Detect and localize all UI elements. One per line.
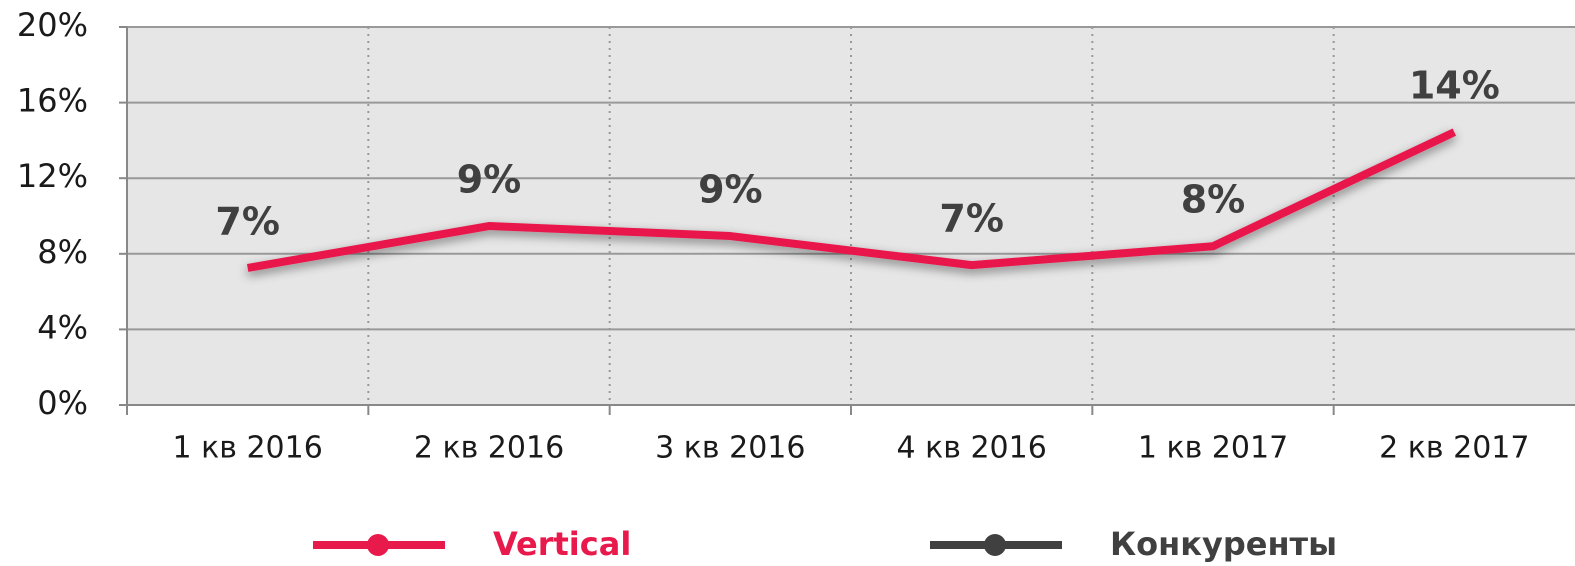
data-label: 7% — [215, 199, 280, 243]
y-tick-label: 12% — [17, 157, 88, 195]
x-tick-label: 2 кв 2017 — [1379, 431, 1529, 466]
y-tick-label: 8% — [37, 233, 88, 271]
legend-label: Vertical — [493, 525, 631, 563]
data-label: 7% — [939, 197, 1004, 241]
x-tick-label: 1 кв 2016 — [173, 431, 323, 466]
x-tick-label: 4 кв 2016 — [897, 431, 1047, 466]
x-tick-label: 1 кв 2017 — [1138, 431, 1288, 466]
y-tick-label: 0% — [37, 384, 88, 422]
data-label: 14% — [1409, 64, 1500, 108]
data-label: 9% — [698, 168, 763, 212]
data-label: 8% — [1181, 178, 1246, 222]
data-label: 9% — [457, 158, 522, 202]
x-tick-label: 2 кв 2016 — [414, 431, 564, 466]
y-tick-label: 16% — [17, 82, 88, 120]
legend-label: Конкуренты — [1110, 525, 1337, 563]
legend-marker — [367, 534, 389, 556]
x-tick-label: 3 кв 2016 — [655, 431, 805, 466]
series-line — [246, 128, 1457, 272]
y-tick-label: 20% — [17, 6, 88, 44]
legend-marker — [984, 534, 1006, 556]
y-tick-label: 4% — [37, 308, 88, 346]
